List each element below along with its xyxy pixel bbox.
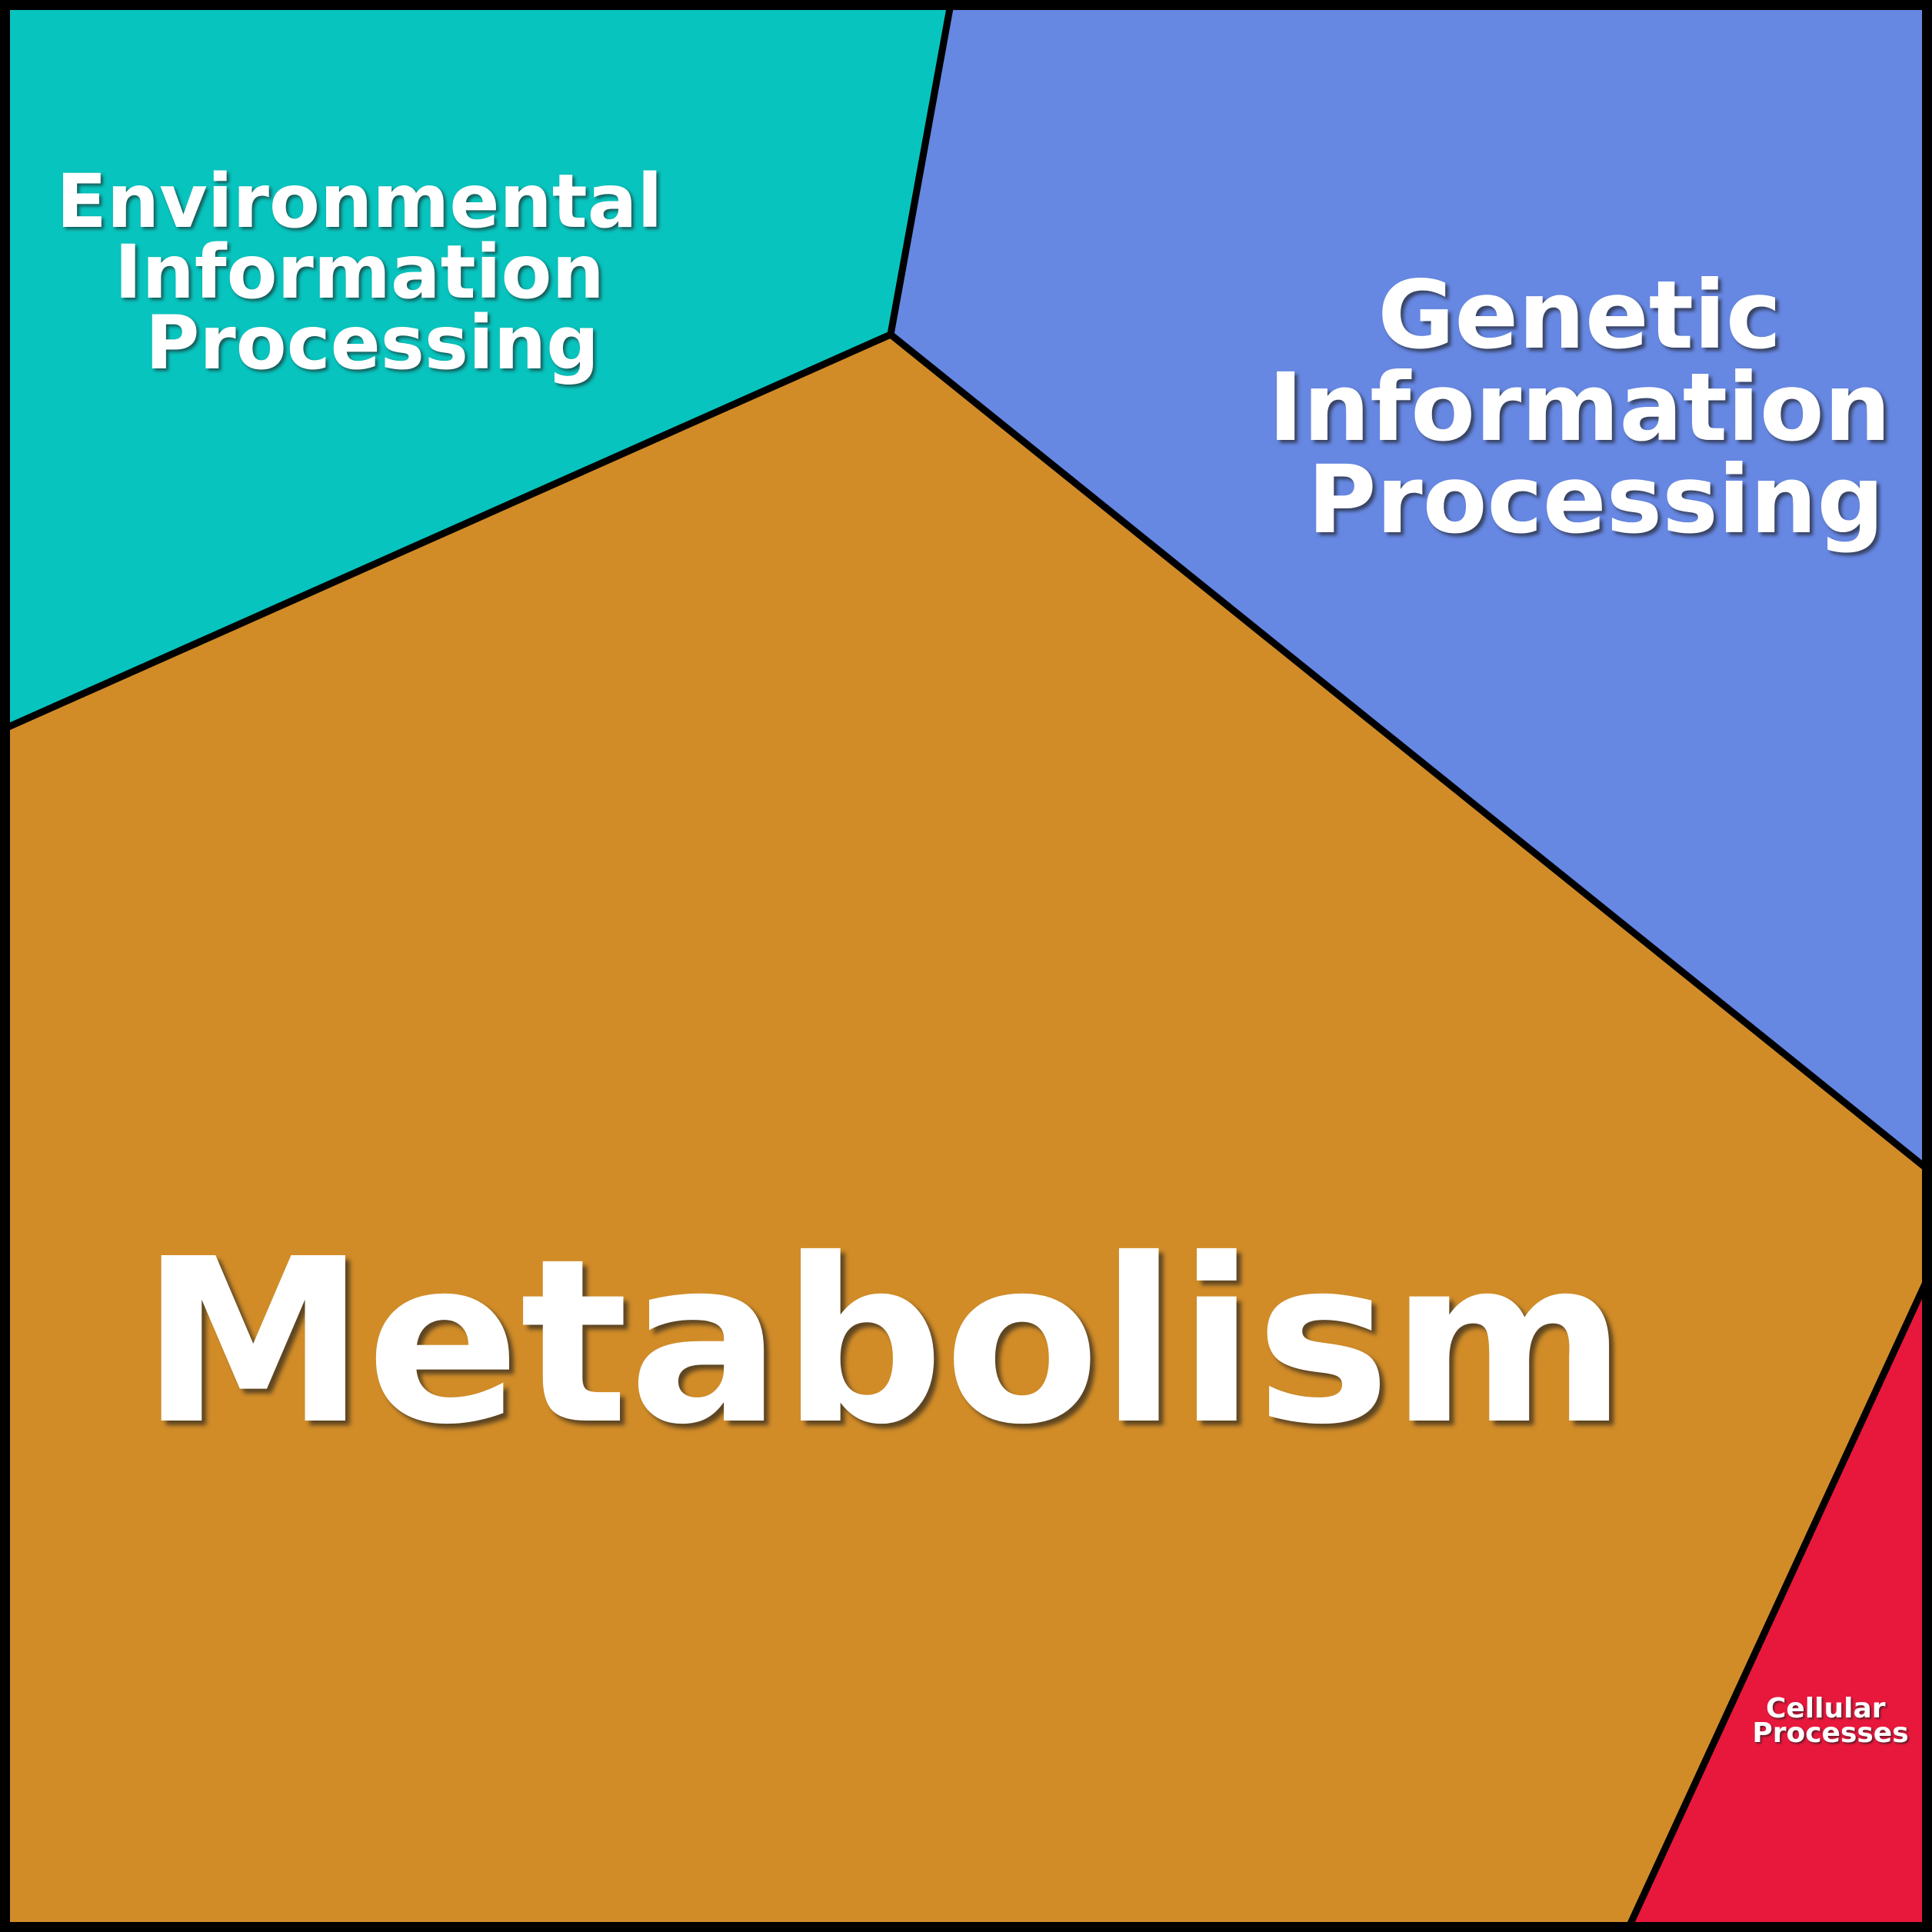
label-line: Environmental — [56, 158, 662, 245]
region-metabolism[interactable] — [0, 331, 1932, 1932]
label-line: Genetic — [1377, 261, 1781, 370]
label-genetic-information-processing: Genetic Information Processing — [1268, 261, 1924, 555]
label-line: Metabolism — [141, 1210, 1627, 1474]
label-line: Processing — [145, 300, 599, 386]
label-line: Information — [1268, 353, 1891, 462]
label-environmental-information-processing: Environmental Information Processing — [56, 158, 688, 386]
label-line: Processing — [1307, 445, 1884, 555]
label-line: Cellular — [1766, 1693, 1886, 1724]
region-genetic-information-processing[interactable] — [887, 0, 1932, 1177]
label-line: Processes — [1752, 1717, 1908, 1749]
region-cellular-processes[interactable] — [1623, 1265, 1932, 1932]
label-metabolism: Metabolism — [141, 1210, 1627, 1474]
label-cellular-processes: Cellular Processes — [1752, 1693, 1908, 1749]
label-line: Information — [115, 229, 605, 315]
